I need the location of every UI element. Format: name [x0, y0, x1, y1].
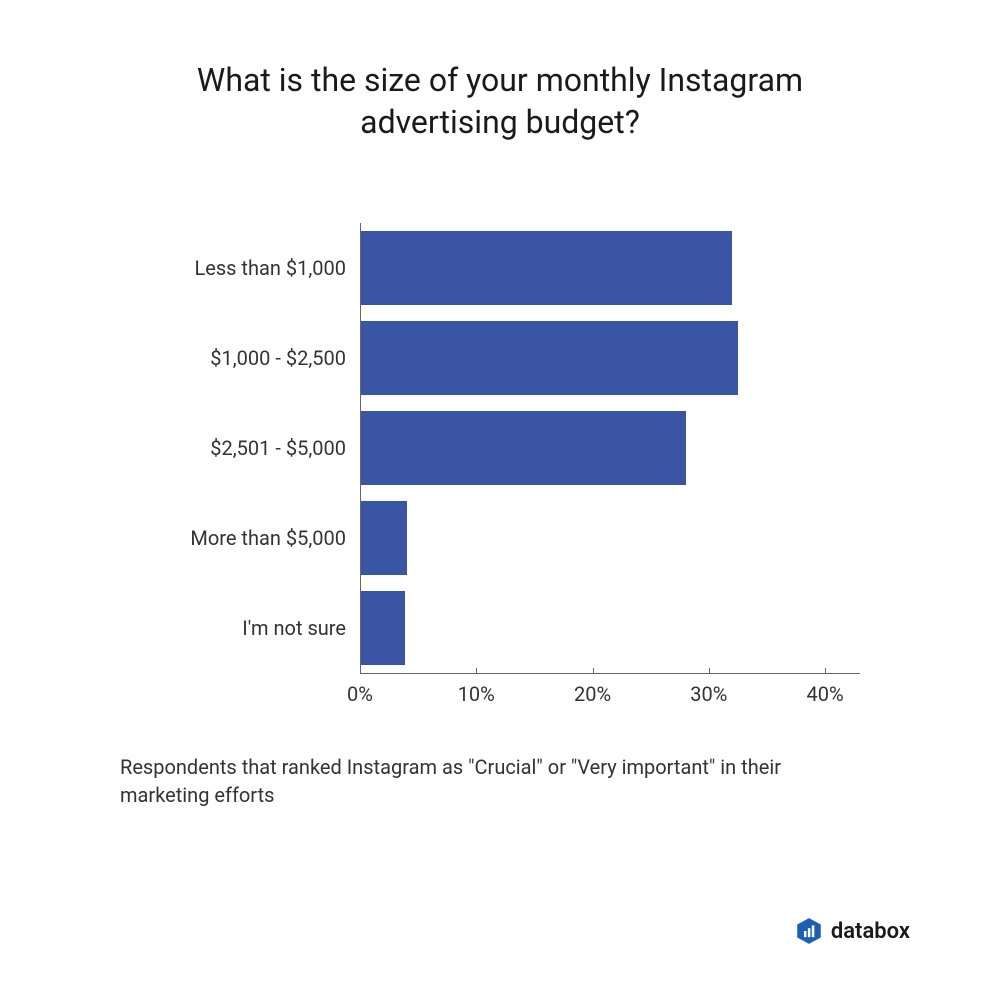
axis-tick-label: 40% — [807, 682, 844, 706]
bar-row: More than $5,000 — [160, 493, 860, 583]
bar-row: I'm not sure — [160, 583, 860, 673]
category-label: $2,501 - $5,000 — [160, 436, 360, 460]
bar — [361, 411, 686, 485]
category-label: I'm not sure — [160, 616, 360, 640]
chart-title: What is the size of your monthly Instagr… — [150, 60, 850, 143]
axis-tick — [709, 668, 710, 674]
bar-row: $2,501 - $5,000 — [160, 403, 860, 493]
bar — [361, 321, 738, 395]
chart-plot-area: Less than $1,000 $1,000 - $2,500 $2,501 - … — [160, 223, 860, 713]
axis-tick-label: 20% — [574, 682, 611, 706]
category-label: Less than $1,000 — [160, 256, 360, 280]
bar-track — [360, 223, 860, 313]
bar — [361, 231, 732, 305]
bar-track — [360, 313, 860, 403]
bar — [361, 501, 407, 575]
bar — [361, 591, 405, 665]
chart-footnote: Respondents that ranked Instagram as "Cr… — [120, 753, 860, 809]
axis-tick — [476, 668, 477, 674]
brand-badge: databox — [795, 917, 910, 945]
category-label: $1,000 - $2,500 — [160, 346, 360, 370]
axis-tick — [360, 668, 361, 674]
brand-name: databox — [831, 919, 910, 944]
bar-track — [360, 493, 860, 583]
x-axis: 0%10%20%30%40% — [360, 673, 860, 713]
chart-container: What is the size of your monthly Instagr… — [0, 0, 1000, 1000]
axis-tick-label: 10% — [458, 682, 495, 706]
axis-tick-label: 0% — [347, 682, 373, 706]
axis-tick — [825, 668, 826, 674]
bar-track — [360, 583, 860, 673]
databox-logo-icon — [795, 917, 823, 945]
category-label: More than $5,000 — [160, 526, 360, 550]
axis-tick — [593, 668, 594, 674]
x-axis-row: 0% 10% 20% 30% 40% — [160, 673, 860, 713]
bar-row: $1,000 - $2,500 — [160, 313, 860, 403]
bar-track — [360, 403, 860, 493]
bar-row: Less than $1,000 — [160, 223, 860, 313]
axis-tick-label: 30% — [690, 682, 727, 706]
